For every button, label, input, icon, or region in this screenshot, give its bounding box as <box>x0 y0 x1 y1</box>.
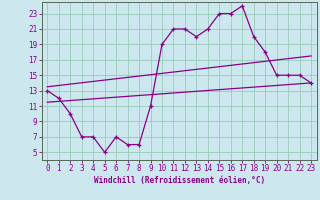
X-axis label: Windchill (Refroidissement éolien,°C): Windchill (Refroidissement éolien,°C) <box>94 176 265 185</box>
